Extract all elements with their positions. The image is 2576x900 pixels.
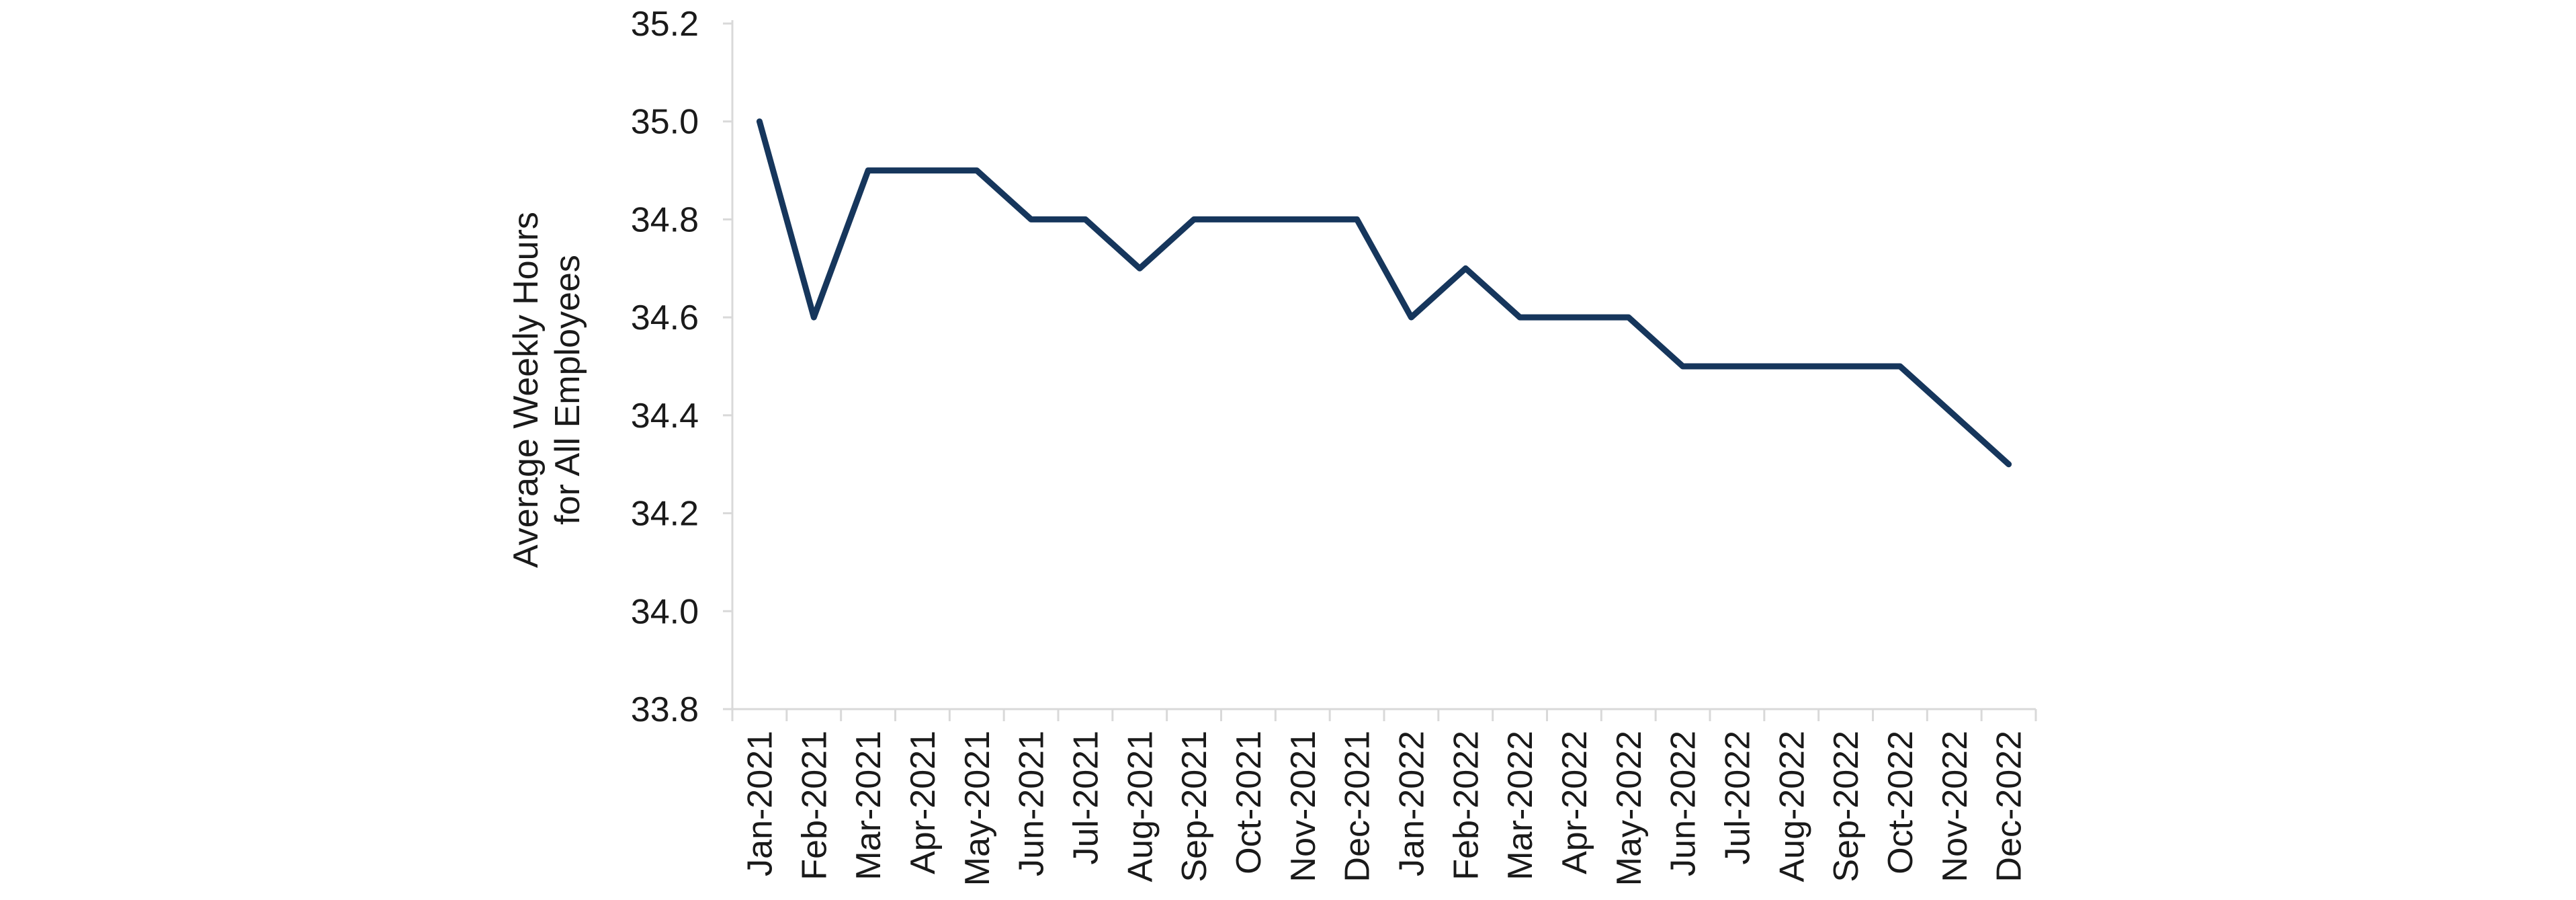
- x-tick-label: Sep-2021: [1175, 731, 1214, 883]
- x-tick-label: Aug-2021: [1121, 731, 1160, 883]
- x-tick-label: Jun-2022: [1664, 731, 1703, 876]
- y-tick-label: 34.8: [631, 200, 699, 239]
- y-tick-label: 34.4: [631, 397, 699, 436]
- x-tick-label: Apr-2021: [904, 731, 943, 874]
- x-tick-label: Mar-2022: [1501, 731, 1540, 881]
- x-tick-label: Oct-2021: [1230, 731, 1269, 874]
- x-tick-label: Dec-2021: [1338, 731, 1377, 882]
- series: [759, 122, 2008, 464]
- y-axis: 33.8 34.0 34.2 34.4 34.6 34.8 35.0 35.2: [631, 5, 732, 729]
- x-tick-label: Feb-2022: [1447, 731, 1486, 881]
- x-tick-label: Apr-2022: [1555, 731, 1594, 874]
- x-tick-label: Dec-2022: [1990, 731, 2029, 882]
- x-tick-label: Jul-2022: [1718, 731, 1757, 864]
- x-tick-label: Jul-2021: [1066, 731, 1105, 864]
- x-tick-label: Jun-2021: [1013, 731, 1051, 876]
- x-tick-label: Nov-2021: [1284, 731, 1323, 882]
- y-tick-label: 34.2: [631, 495, 699, 534]
- x-tick-label: Oct-2022: [1881, 731, 1920, 874]
- x-tick-label: Nov-2022: [1936, 731, 1975, 882]
- x-tick-label: Feb-2021: [795, 731, 834, 881]
- x-tick-label: Mar-2021: [849, 731, 888, 881]
- x-tick-label: Jan-2021: [740, 731, 779, 876]
- x-tick-label: Aug-2022: [1772, 731, 1811, 883]
- x-axis: Jan-2021 Feb-2021 Mar-2021 Apr-2021 May-2021…: [732, 709, 2036, 886]
- x-tick-label: May-2022: [1610, 731, 1649, 886]
- y-axis-title-line: Average Weekly Hours: [507, 212, 546, 568]
- y-tick-label: 35.0: [631, 103, 699, 142]
- y-axis-title-line: for All Employees: [548, 255, 587, 525]
- x-tick-label: Jan-2022: [1392, 731, 1431, 876]
- x-tick-label: May-2021: [958, 731, 997, 886]
- x-tick-label: Sep-2022: [1827, 731, 1866, 883]
- series-line: [759, 122, 2008, 464]
- y-tick-label: 33.8: [631, 690, 699, 729]
- y-tick-label: 34.0: [631, 592, 699, 631]
- y-tick-label: 35.2: [631, 5, 699, 44]
- y-tick-label: 34.6: [631, 298, 699, 337]
